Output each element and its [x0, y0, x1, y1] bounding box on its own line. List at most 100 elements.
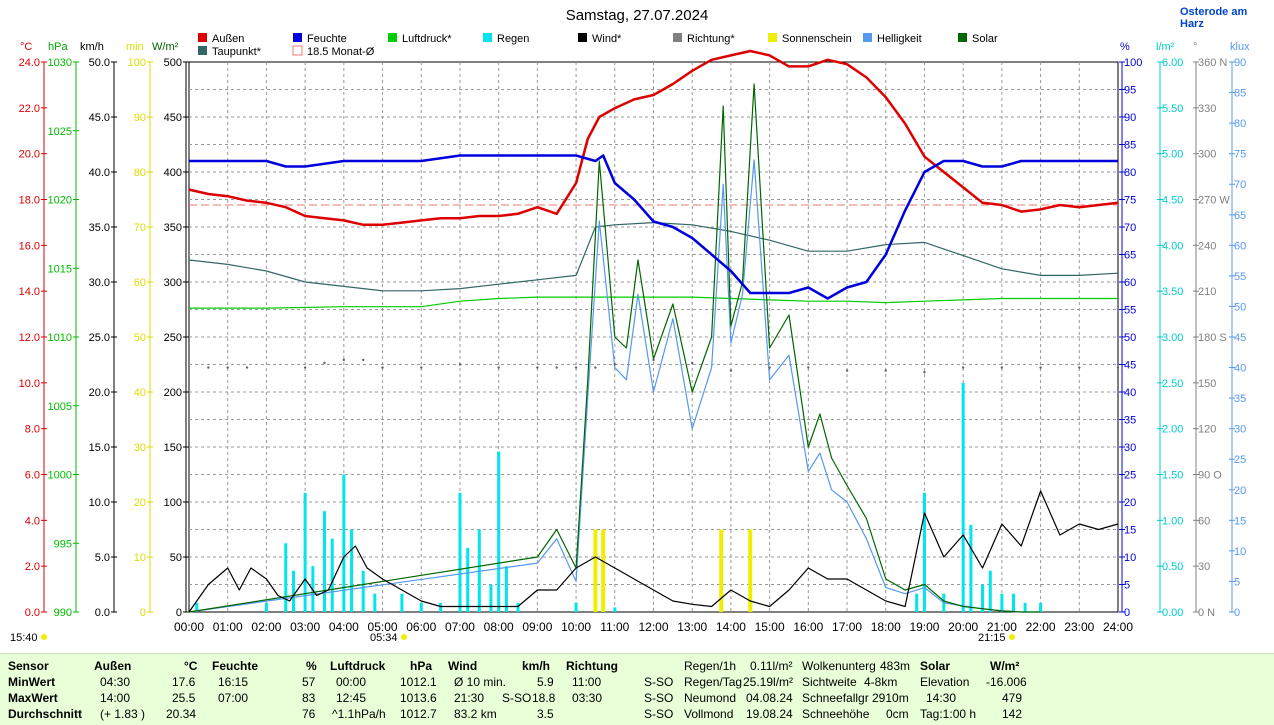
- axis-units: °C hPa km/h min W/m²% l/m² ° klux: [20, 41, 1250, 53]
- pct-tick-label: 60: [1124, 277, 1136, 289]
- bar-regen: [373, 593, 377, 612]
- aussen-unit: °C: [184, 659, 198, 673]
- bar-regen: [303, 492, 307, 612]
- ri-avg-val: S-SO: [644, 707, 674, 721]
- axis-unit: l/m²: [1156, 41, 1175, 53]
- legend-swatch: [198, 46, 207, 55]
- min-tick-label: 60: [134, 277, 146, 289]
- min-tick-label: 80: [134, 167, 146, 179]
- temp-tick-label: 16.0: [19, 240, 40, 252]
- lm2-tick-label: 2.50: [1162, 378, 1183, 390]
- sunrise-icon: [401, 634, 407, 640]
- max-label: MaxWert: [8, 691, 58, 705]
- x-tick-label: 18:00: [871, 620, 901, 634]
- deg-tick-label: 120: [1198, 424, 1216, 436]
- richtung-header: Richtung: [566, 659, 618, 673]
- x-tick-label: 24:00: [1103, 620, 1133, 634]
- bar-regen: [284, 543, 288, 612]
- ri-min-val: S-SO: [644, 675, 674, 689]
- point-richtung: [807, 366, 810, 369]
- solar-0-key: Elevation: [920, 675, 970, 689]
- deg-tick-label: 150: [1198, 378, 1216, 390]
- bar-sonnenschein: [719, 529, 724, 612]
- point-richtung: [458, 363, 462, 366]
- bar-regen: [961, 382, 965, 612]
- kmh-tick-label: 5.0: [95, 552, 110, 564]
- ld-min-val: 1012.1: [400, 675, 437, 689]
- klux-tick-label: 15: [1234, 515, 1246, 527]
- time-markers: 15:40 05:34 21:15: [10, 632, 1015, 644]
- bar-regen: [419, 602, 423, 612]
- x-tick-label: 08:00: [484, 620, 514, 634]
- pct-tick-label: 25: [1124, 470, 1136, 482]
- klux-tick-label: 85: [1234, 88, 1246, 100]
- klux-tick-label: 50: [1234, 301, 1246, 313]
- x-tick-label: 19:00: [909, 620, 939, 634]
- bar-regen: [1039, 602, 1043, 612]
- hpa-tick-label: 1005: [48, 401, 72, 413]
- pct-tick-label: 35: [1124, 415, 1136, 427]
- x-tick-label: 07:00: [445, 620, 475, 634]
- weather-chart: Samstag, 27.07.2024 Außen Feuchte Luftdruc…: [10, 7, 1250, 644]
- wind-header: Wind: [448, 659, 478, 673]
- feuchte-min-time: 16:15: [218, 675, 249, 689]
- ri-max-time: 03:30: [572, 691, 603, 705]
- klux-tick-label: 25: [1234, 454, 1246, 466]
- klux-tick-label: 30: [1234, 424, 1246, 436]
- solar-1-key: 14:30: [926, 691, 957, 705]
- kmh-tick-label: 40.0: [89, 167, 110, 179]
- point-richtung: [1000, 366, 1004, 369]
- point-richtung: [594, 366, 597, 369]
- pct-tick-label: 30: [1124, 442, 1136, 454]
- wind-avg-val: 3.5: [537, 707, 554, 721]
- bar-regen: [497, 451, 501, 612]
- x-tick-label: 13:00: [677, 620, 707, 634]
- min-label: MinWert: [8, 675, 56, 689]
- bar-regen: [292, 570, 296, 612]
- lm2-tick-label: 3.00: [1162, 332, 1183, 344]
- ld-max-time: 12:45: [336, 691, 367, 705]
- min-tick-label: 70: [134, 222, 146, 234]
- deg-tick-label: 0 N: [1198, 607, 1215, 619]
- x-tick-label: 01:00: [213, 620, 243, 634]
- bar-regen: [516, 602, 520, 612]
- legend-swatch: [673, 33, 682, 42]
- wind-min-val: 5.9: [537, 675, 554, 689]
- aussen-avg-val: 20.34: [166, 707, 197, 721]
- deg-tick-label: 240: [1198, 240, 1216, 252]
- klux-tick-label: 20: [1234, 485, 1246, 497]
- kmh-tick-label: 35.0: [89, 222, 110, 234]
- axis-unit: °: [1193, 41, 1197, 53]
- hpa-tick-label: 990: [54, 607, 72, 619]
- lm2-tick-label: 0.50: [1162, 561, 1183, 573]
- bar-regen: [915, 593, 919, 612]
- legend-swatch: [292, 45, 303, 56]
- min-tick-label: 30: [134, 442, 146, 454]
- pct-tick-label: 20: [1124, 497, 1136, 509]
- pct-tick-label: 45: [1124, 360, 1136, 372]
- klux-tick-label: 70: [1234, 179, 1246, 191]
- klux-tick-label: 45: [1234, 332, 1246, 344]
- temp-tick-label: 10.0: [19, 378, 40, 390]
- pct-tick-label: 15: [1124, 525, 1136, 537]
- solar-1-val: 479: [1002, 691, 1023, 705]
- bar-regen: [613, 607, 617, 612]
- aussen-header: Außen: [94, 659, 132, 673]
- location-label[interactable]: Osterode am Harz: [1180, 6, 1248, 30]
- bar-regen: [969, 524, 973, 612]
- legend-label: Sonnenschein: [782, 33, 852, 45]
- ld-min-time: 00:00: [336, 675, 367, 689]
- point-richtung: [381, 366, 384, 369]
- min-tick-label: 90: [134, 112, 146, 124]
- hpa-tick-label: 1015: [48, 263, 72, 275]
- point-richtung: [361, 358, 365, 362]
- x-tick-label: 05:00: [368, 620, 398, 634]
- pct-tick-label: 50: [1124, 332, 1136, 344]
- pct-tick-label: 90: [1124, 112, 1136, 124]
- deg-tick-label: 300: [1198, 149, 1216, 161]
- line-feuchte: [189, 154, 1118, 300]
- klux-tick-label: 65: [1234, 210, 1246, 222]
- min-tick-label: 50: [134, 332, 146, 344]
- sensor-header: Sensor: [8, 659, 49, 673]
- wm2-tick-label: 100: [164, 497, 182, 509]
